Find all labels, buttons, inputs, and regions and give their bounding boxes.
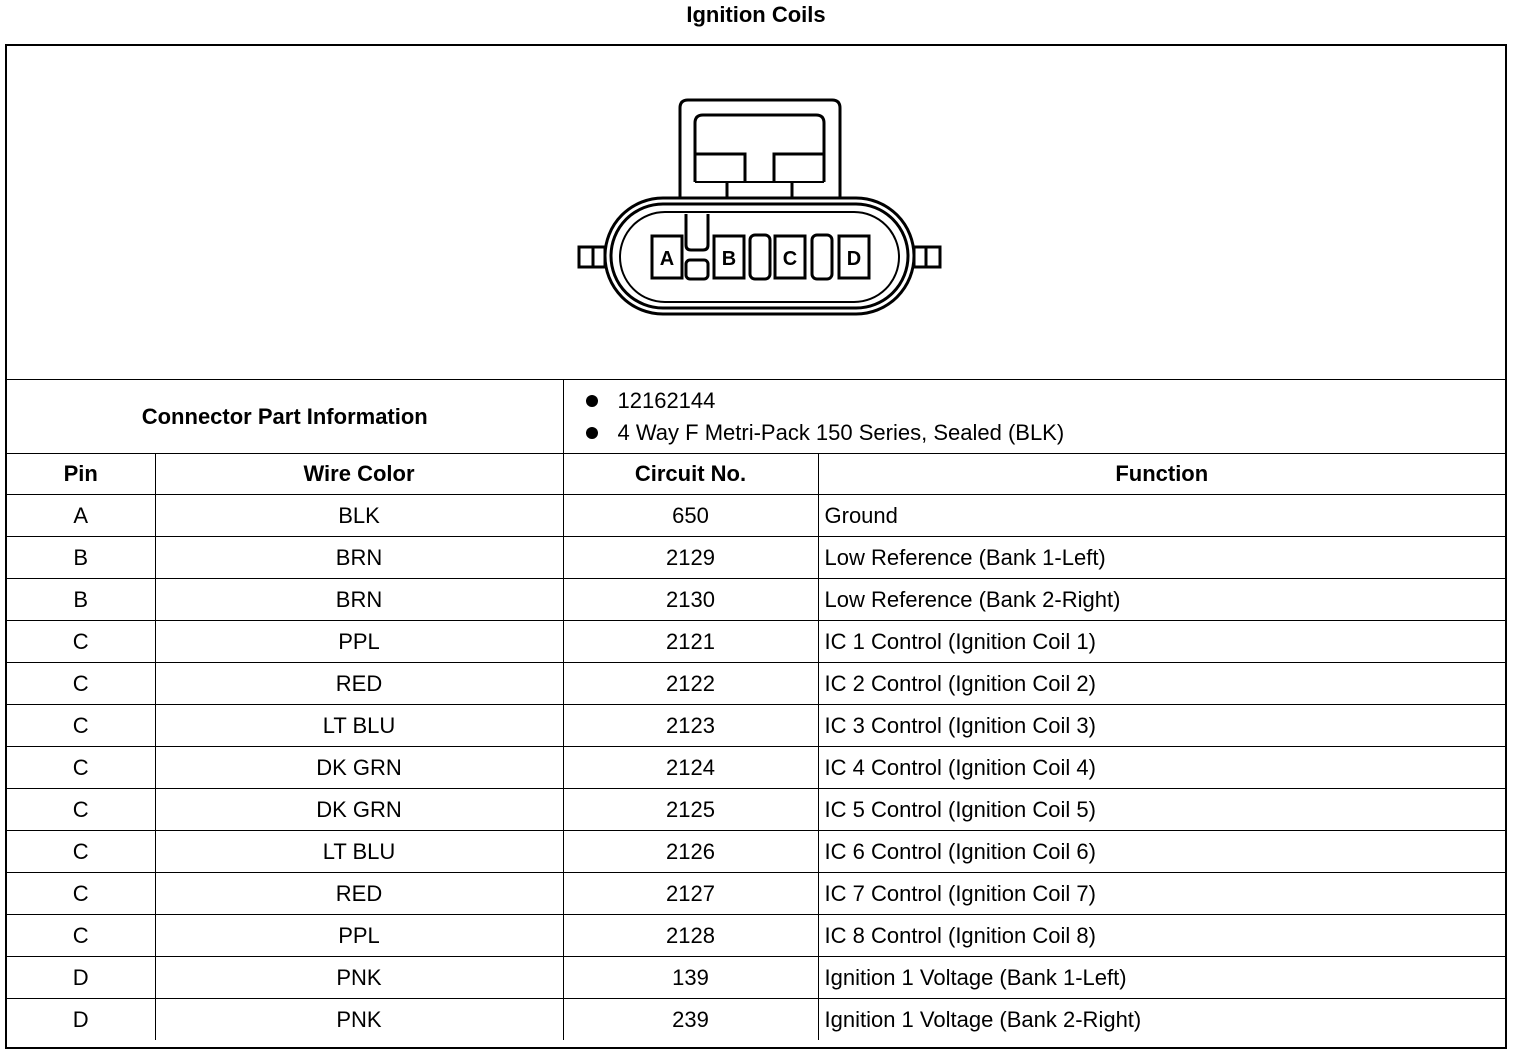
pin-label-a: A [660,248,674,270]
wire-color-cell: RED [154,662,564,705]
pin-label-b: B [722,248,736,270]
function-cell: IC 7 Control (Ignition Coil 7) [817,872,1505,915]
header-circuit-no: Circuit No. [562,453,819,495]
wire-color-cell: BRN [154,578,564,621]
pin-cell: C [7,746,156,789]
pin-cell: B [7,578,156,621]
pin-label-c: C [783,248,797,270]
table-row: C LT BLU 2126 IC 6 Control (Ignition Coil 6… [7,830,1505,873]
wire-color-cell: PNK [154,998,564,1040]
header-wire-color: Wire Color [154,453,564,495]
wire-color-cell: PNK [154,956,564,999]
wire-color-cell: DK GRN [154,788,564,831]
pin-cell: C [7,704,156,747]
part-info-item: 12162144 [585,385,1506,417]
wire-color-cell: PPL [154,914,564,957]
pin-cell: B [7,536,156,579]
function-cell: Low Reference (Bank 1-Left) [817,536,1505,579]
pin-cell: C [7,662,156,705]
pin-cell: D [7,956,156,999]
function-cell: IC 5 Control (Ignition Coil 5) [817,788,1505,831]
table-row: C DK GRN 2124 IC 4 Control (Ignition Coil 4… [7,746,1505,789]
connector-table-frame: A B C D Connector Part Information 12162… [5,44,1507,1049]
table-row: D PNK 239 Ignition 1 Voltage (Bank 2-Right) [7,998,1505,1040]
circuit-no-cell: 2123 [562,704,819,747]
header-row: Pin Wire Color Circuit No. Function [7,453,1505,495]
circuit-no-cell: 650 [562,494,819,537]
function-cell: IC 3 Control (Ignition Coil 3) [817,704,1505,747]
wire-color-cell: LT BLU [154,704,564,747]
function-cell: IC 8 Control (Ignition Coil 8) [817,914,1505,957]
connector-illustration: A B C D [577,98,942,316]
wire-color-cell: PPL [154,620,564,663]
function-cell: IC 2 Control (Ignition Coil 2) [817,662,1505,705]
function-cell: Ignition 1 Voltage (Bank 1-Left) [817,956,1505,999]
function-cell: Ignition 1 Voltage (Bank 2-Right) [817,998,1505,1040]
pinout-table: Connector Part Information 12162144 4 Wa… [7,380,1505,1040]
pin-cell: A [7,494,156,537]
function-cell: IC 4 Control (Ignition Coil 4) [817,746,1505,789]
table-row: A BLK 650 Ground [7,494,1505,537]
pin-d-cavity [837,234,871,280]
page-title: Ignition Coils [686,2,826,27]
connector-diagram: A B C D [7,46,1505,380]
bullet-icon [585,426,598,439]
circuit-no-cell: 2126 [562,830,819,873]
bullet-icon [585,394,598,407]
circuit-no-cell: 2130 [562,578,819,621]
pin-b-cavity [712,234,746,280]
function-cell: IC 1 Control (Ignition Coil 1) [817,620,1505,663]
pin-cell: C [7,620,156,663]
function-cell: IC 6 Control (Ignition Coil 6) [817,830,1505,873]
connector-description: 4 Way F Metri-Pack 150 Series, Sealed (B… [617,419,1065,445]
circuit-no-cell: 2125 [562,788,819,831]
header-function: Function [817,453,1505,495]
pin-cell: D [7,998,156,1040]
wire-color-cell: BLK [154,494,564,537]
circuit-no-cell: 2128 [562,914,819,957]
pin-cell: C [7,788,156,831]
part-info-item: 4 Way F Metri-Pack 150 Series, Sealed (B… [585,417,1506,449]
table-row: C RED 2122 IC 2 Control (Ignition Coil 2) [7,662,1505,705]
pin-a-cavity [650,234,684,280]
circuit-no-cell: 2122 [562,662,819,705]
wire-color-cell: LT BLU [154,830,564,873]
table-row: B BRN 2129 Low Reference (Bank 1-Left) [7,536,1505,579]
pin-cell: C [7,914,156,957]
wire-color-cell: BRN [154,536,564,579]
table-row: C PPL 2121 IC 1 Control (Ignition Coil 1) [7,620,1505,663]
circuit-no-cell: 139 [562,956,819,999]
table-row: C RED 2127 IC 7 Control (Ignition Coil 7) [7,872,1505,915]
part-number: 12162144 [617,387,716,413]
table-row: D PNK 139 Ignition 1 Voltage (Bank 1-Left) [7,956,1505,999]
header-pin: Pin [7,453,156,495]
table-row: C PPL 2128 IC 8 Control (Ignition Coil 8) [7,914,1505,957]
pin-cell: C [7,830,156,873]
function-cell: Ground [817,494,1505,537]
circuit-no-cell: 2127 [562,872,819,915]
connector-part-info-row: Connector Part Information 12162144 4 Wa… [7,380,1505,454]
circuit-no-cell: 2124 [562,746,819,789]
table-row: C DK GRN 2125 IC 5 Control (Ignition Coil 5… [7,788,1505,831]
function-cell: Low Reference (Bank 2-Right) [817,578,1505,621]
part-info-label: Connector Part Information [7,380,564,454]
wire-color-cell: DK GRN [154,746,564,789]
circuit-no-cell: 239 [562,998,819,1040]
circuit-no-cell: 2129 [562,536,819,579]
circuit-no-cell: 2121 [562,620,819,663]
pin-cell: C [7,872,156,915]
pin-label-d: D [847,248,861,270]
table-row: B BRN 2130 Low Reference (Bank 2-Right) [7,578,1505,621]
part-info-list: 12162144 4 Way F Metri-Pack 150 Series, … [562,380,1506,454]
pin-c-cavity [773,234,807,280]
wire-color-cell: RED [154,872,564,915]
table-row: C LT BLU 2123 IC 3 Control (Ignition Coil 3… [7,704,1505,747]
